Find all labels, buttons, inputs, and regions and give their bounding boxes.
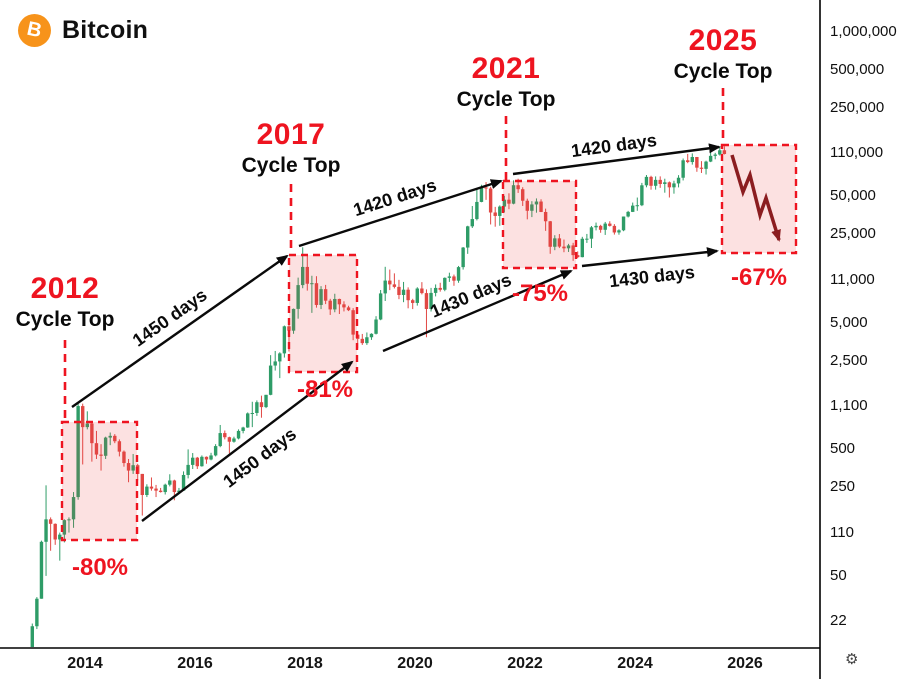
year-tick-label: 2022 xyxy=(507,655,543,672)
cycle-span-arrow[interactable] xyxy=(512,143,721,176)
cycle-span-label[interactable]: 1450 days xyxy=(128,284,211,351)
price-tick-label: 250 xyxy=(830,478,856,496)
cycle-span-label[interactable]: 1450 days xyxy=(219,423,300,492)
drawdown-box[interactable] xyxy=(60,420,139,542)
cycle-year-label[interactable]: 2025 xyxy=(688,24,758,57)
price-tick-label: 500 xyxy=(830,440,856,458)
drawdown-label[interactable]: -81% xyxy=(296,376,354,403)
cycle-span-label[interactable]: 1420 days xyxy=(350,175,439,221)
year-tick-label: 2026 xyxy=(727,655,763,672)
cycle-top-label[interactable]: Cycle Top xyxy=(241,154,341,177)
cycle-span-arrow[interactable] xyxy=(298,179,503,248)
cycle-span-arrow[interactable] xyxy=(71,254,289,408)
price-tick-label: 500,000 xyxy=(830,60,885,78)
year-tick-label: 2018 xyxy=(287,655,323,672)
bitcoin-logo-icon: B xyxy=(18,14,51,47)
chart-symbol-title: Bitcoin xyxy=(62,16,149,44)
price-tick-label: 250,000 xyxy=(830,98,885,116)
cycle-span-label[interactable]: 1420 days xyxy=(570,129,658,161)
price-tick-label: 110 xyxy=(830,523,854,541)
drawdown-label[interactable]: -67% xyxy=(730,264,788,291)
price-tick-label: 50 xyxy=(830,566,847,584)
cycle-year-label[interactable]: 2017 xyxy=(256,118,326,151)
cycle-year-label[interactable]: 2021 xyxy=(471,52,541,85)
year-tick-label: 2024 xyxy=(617,655,653,672)
cycle-span-arrow[interactable] xyxy=(581,247,719,268)
price-tick-label: 2,500 xyxy=(830,351,868,369)
drawdown-label[interactable]: -75% xyxy=(511,280,569,307)
price-tick-label: 110,000 xyxy=(830,144,884,162)
cycle-year-label[interactable]: 2012 xyxy=(30,272,100,305)
bitcoin-logo-glyph: B xyxy=(25,17,44,43)
cycle-top-label[interactable]: Cycle Top xyxy=(673,60,773,83)
price-tick-label: 5,000 xyxy=(830,313,868,331)
chart-drawings xyxy=(60,88,798,542)
axis-settings-icon[interactable]: ⚙ xyxy=(845,651,859,668)
price-tick-label: 50,000 xyxy=(830,187,876,205)
cycle-span-label[interactable]: 1430 days xyxy=(607,262,696,292)
cycle-span-label[interactable]: 1430 days xyxy=(427,269,515,322)
cycle-top-label[interactable]: Cycle Top xyxy=(15,308,115,331)
price-tick-label: 1,100 xyxy=(830,397,868,415)
price-tick-label: 11,000 xyxy=(830,270,875,288)
projected-decline-arrow[interactable] xyxy=(730,154,781,242)
cycle-span-arrow[interactable] xyxy=(382,269,573,353)
price-tick-label: 25,000 xyxy=(830,225,876,243)
drawdown-box[interactable] xyxy=(501,179,578,270)
candles[interactable] xyxy=(30,146,727,650)
cycle-span-arrow[interactable] xyxy=(141,360,354,522)
cycle-top-label[interactable]: Cycle Top xyxy=(456,88,556,111)
year-tick-label: 2014 xyxy=(67,655,103,672)
header: B Bitcoin xyxy=(18,14,148,47)
price-tick-label: 1,000,000 xyxy=(830,22,897,40)
year-tick-label: 2016 xyxy=(177,655,213,672)
drawdown-label[interactable]: -80% xyxy=(71,554,129,581)
price-tick-label: 22 xyxy=(830,612,847,629)
year-tick-label: 2020 xyxy=(397,655,433,672)
drawdown-box[interactable] xyxy=(287,253,359,374)
